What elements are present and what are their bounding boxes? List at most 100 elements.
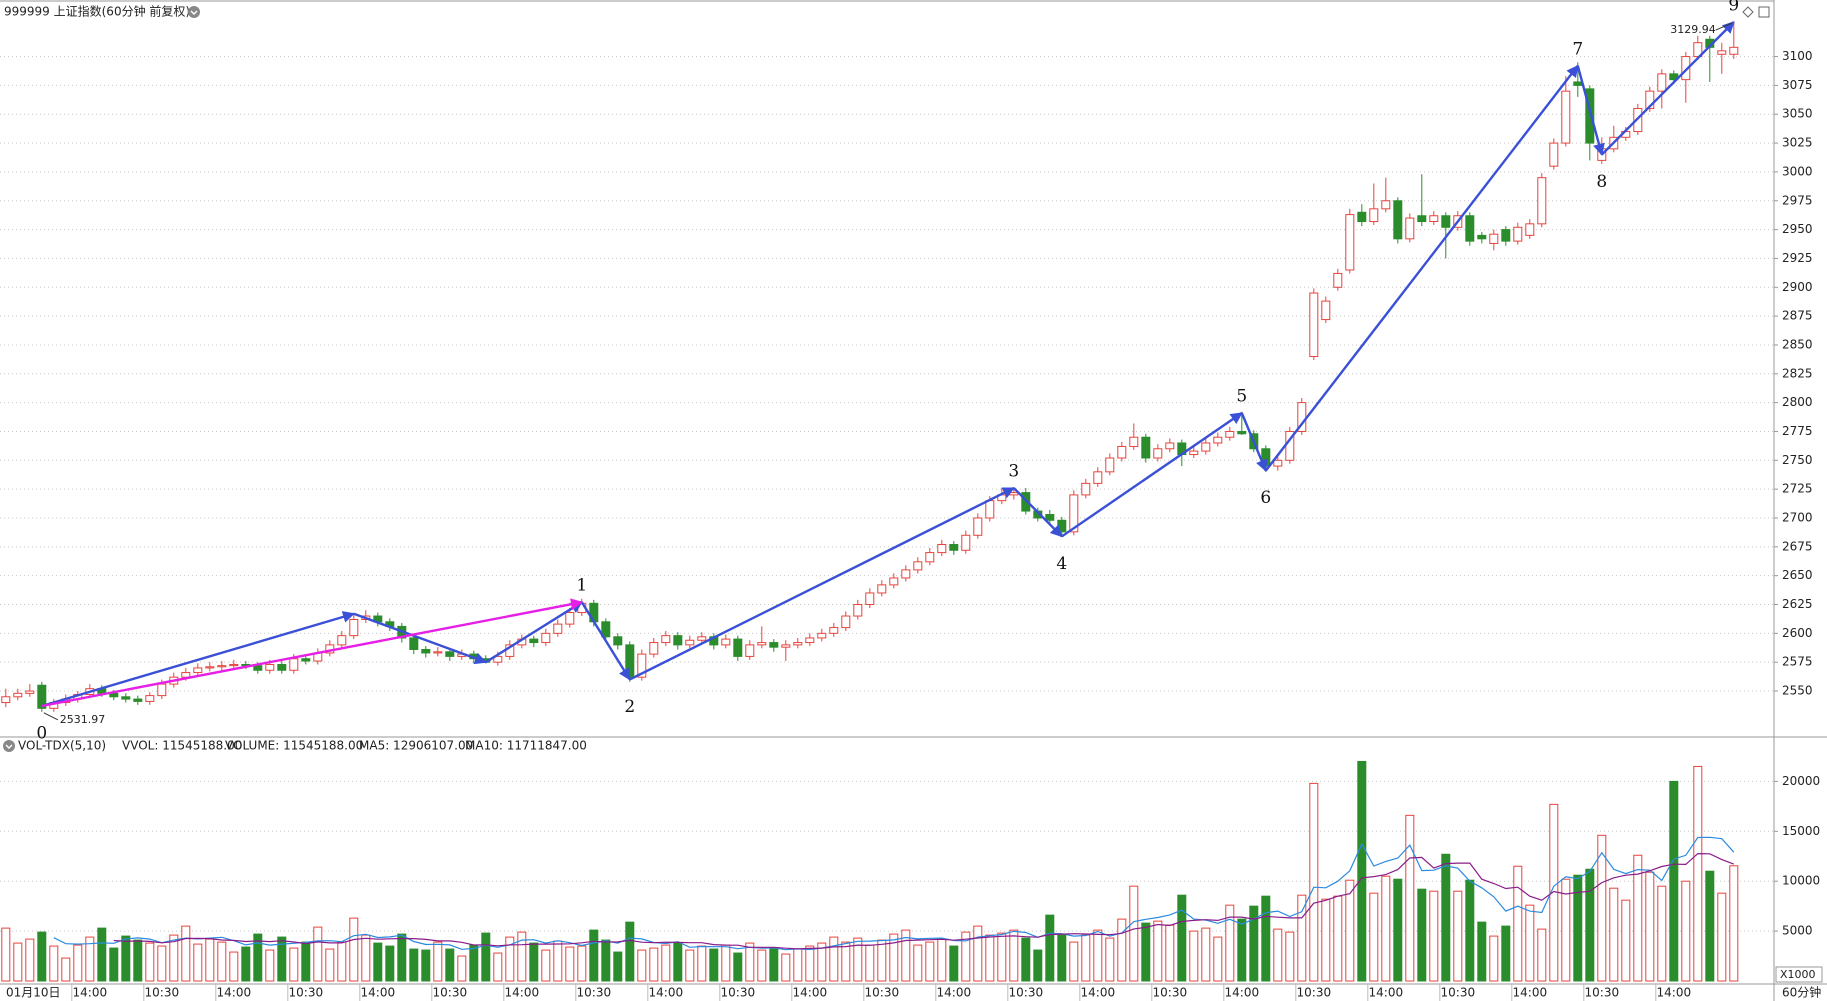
wave-label: 2: [624, 697, 635, 717]
wave-label: 7: [1572, 39, 1583, 59]
x-tick-label: 10:30: [721, 986, 756, 1000]
volume-bar: [361, 934, 371, 982]
wave-arrow: [41, 611, 355, 708]
x-tick-label: 10:30: [577, 986, 612, 1000]
candle-body: [601, 621, 611, 638]
y-tick-label: 3025: [1782, 136, 1813, 150]
volume-bar: [529, 942, 539, 982]
volume-bar: [1501, 925, 1511, 982]
candle-body: [409, 637, 419, 650]
volume-bar: [1105, 937, 1115, 982]
candle-body: [889, 577, 899, 586]
volume-bar: [541, 949, 551, 982]
volume-bar: [1165, 924, 1175, 982]
volume-bar: [1585, 868, 1595, 982]
volume-bar: [229, 951, 239, 982]
volume-bar: [181, 925, 191, 982]
indicator-annotation: VVOL: 11545188.00: [122, 739, 242, 753]
candle-body: [877, 584, 887, 594]
volume-bar: [937, 938, 947, 982]
x-tick-label: 14:00: [217, 986, 252, 1000]
volume-bar: [169, 934, 179, 982]
volume-bar: [241, 946, 251, 982]
price-mark-pointer: [43, 712, 59, 721]
ma-line: [53, 836, 1735, 951]
volume-bar: [1537, 928, 1547, 982]
y-tick-label: 2850: [1782, 337, 1813, 351]
volume-bar: [1321, 898, 1331, 982]
wave-arrow: [1240, 412, 1268, 472]
volume-bar: [1369, 892, 1379, 982]
candle-body: [13, 692, 23, 698]
volume-bar: [337, 941, 347, 982]
candle-body: [565, 612, 575, 625]
candle-body: [1441, 215, 1451, 228]
candle-body: [445, 651, 455, 657]
volume-bar: [1717, 892, 1727, 982]
volume-bar: [1693, 765, 1703, 982]
volume-bar: [385, 945, 395, 982]
volume-bar: [1453, 890, 1463, 982]
volume-bar: [949, 945, 959, 982]
candle-body: [1129, 436, 1139, 447]
candle-body: [985, 500, 995, 519]
volume-bar: [1597, 834, 1607, 982]
candle-body: [1561, 90, 1571, 144]
candle-body: [1381, 200, 1391, 210]
volume-bar: [781, 953, 791, 982]
candle-body: [1549, 142, 1559, 167]
legend-volume: VOLUME: 11545188.00: [225, 739, 363, 753]
candle-body: [925, 552, 935, 563]
candle-body: [493, 655, 503, 663]
wave-arrow: [1061, 412, 1243, 538]
candle-body: [817, 632, 827, 639]
candle-body: [961, 534, 971, 551]
volume-bar: [97, 927, 107, 982]
volume-bar: [1129, 885, 1139, 982]
candle-body: [529, 638, 539, 644]
volume-bar: [37, 931, 47, 982]
y-tick-label: 15000: [1782, 824, 1820, 838]
volume-bar: [313, 926, 323, 982]
volume-bar: [913, 944, 923, 982]
volume-bar: [649, 947, 659, 982]
title-menu-chevron: [190, 10, 198, 15]
candle-body: [949, 544, 959, 551]
y-tick-label: 2950: [1782, 222, 1813, 236]
candle-body: [1489, 233, 1499, 244]
candle-body: [685, 639, 695, 646]
panel-icon[interactable]: [1758, 6, 1770, 18]
volume-bar: [1285, 931, 1295, 982]
candle-body: [1585, 88, 1595, 144]
volume-bar: [73, 944, 83, 982]
x-tick-label: 14:00: [1513, 986, 1548, 1000]
wave-arrow: [485, 601, 583, 664]
volume-bar: [409, 948, 419, 982]
candle-body: [25, 690, 35, 694]
indicator-title: VOL-TDX(5,10): [18, 739, 106, 753]
candle-body: [697, 636, 707, 641]
volume-bar: [1573, 874, 1583, 982]
candle-body: [1, 696, 11, 704]
volume-bar: [1417, 888, 1427, 982]
title-menu-icon[interactable]: [188, 6, 200, 18]
wave-label: 5: [1236, 387, 1247, 407]
indicator-menu-icon[interactable]: [3, 740, 15, 752]
x-tick-label: 14:00: [361, 986, 396, 1000]
candle-body: [1333, 272, 1343, 288]
candle-body: [1141, 436, 1151, 459]
volume-bar: [637, 949, 647, 982]
y-tick-label: 2875: [1782, 309, 1813, 323]
volume-bar: [985, 934, 995, 982]
volume-bar: [1117, 918, 1127, 982]
volume-bar: [1465, 879, 1475, 982]
candle-body: [853, 603, 863, 617]
wave-label: 6: [1260, 488, 1271, 508]
volume-bar: [301, 941, 311, 982]
ma-line: [113, 852, 1735, 950]
candle-body: [1153, 448, 1163, 459]
candle-body: [229, 663, 239, 667]
chart-title: 999999 上证指数(60分钟 前复权): [4, 4, 190, 19]
volume-bar: [1069, 941, 1079, 982]
diamond-icon[interactable]: [1742, 6, 1754, 18]
